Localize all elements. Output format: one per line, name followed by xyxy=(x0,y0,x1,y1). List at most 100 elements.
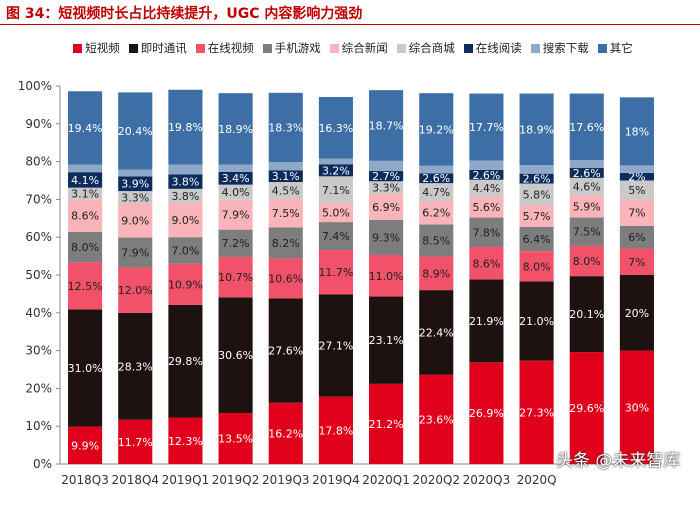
legend-swatch xyxy=(195,43,205,53)
bar-segment xyxy=(318,176,353,204)
bar-segment xyxy=(268,298,303,403)
data-label: 16.2% xyxy=(268,427,303,440)
data-label: 20.4% xyxy=(118,125,153,138)
bar-segment xyxy=(268,402,303,464)
bar-segment xyxy=(118,169,153,177)
bar-segment xyxy=(569,352,604,464)
legend-item: 其它 xyxy=(597,40,633,56)
bar-segment xyxy=(318,294,353,397)
bar-segment xyxy=(419,290,454,375)
data-label: 19.4% xyxy=(68,122,103,135)
bar-segment xyxy=(569,276,604,353)
data-label: 8.9% xyxy=(422,267,450,280)
data-label: 4.7% xyxy=(422,186,450,199)
x-tick-label: 2020Q1 xyxy=(362,473,410,487)
bar-segment xyxy=(369,219,404,255)
data-label: 2.6% xyxy=(573,167,601,180)
data-label: 18% xyxy=(625,125,649,138)
bar-segment xyxy=(118,176,153,192)
bar-segment xyxy=(619,180,654,200)
bar-segment xyxy=(619,165,654,173)
bar-segment xyxy=(168,188,203,204)
bar-segment xyxy=(318,158,353,165)
data-label: 3.8% xyxy=(171,190,199,203)
data-label: 22.4% xyxy=(419,326,454,339)
bar-segment xyxy=(369,181,404,194)
y-tick-label: 100% xyxy=(18,79,52,93)
bar-segment xyxy=(118,203,153,238)
bar-segment xyxy=(469,247,504,280)
data-label: 11.0% xyxy=(369,270,404,283)
bar-segment xyxy=(419,173,454,184)
bar-segment xyxy=(519,281,554,361)
data-label: 11.7% xyxy=(118,436,153,449)
legend-swatch xyxy=(463,43,473,53)
legend-swatch xyxy=(73,43,83,53)
y-tick-label: 40% xyxy=(25,306,52,320)
x-tick-label: 2019Q2 xyxy=(212,473,260,487)
data-label: 7.1% xyxy=(322,184,350,197)
bar-segment xyxy=(469,362,504,464)
bar-segment xyxy=(369,193,404,220)
data-label: 13.5% xyxy=(218,432,253,445)
data-label: 10.6% xyxy=(268,272,303,285)
data-label: 18.7% xyxy=(369,120,404,133)
data-label: 31.0% xyxy=(68,362,103,375)
data-label: 5.9% xyxy=(573,200,601,213)
bar-segment xyxy=(369,296,404,384)
data-label: 2% xyxy=(628,171,645,184)
data-label: 21.0% xyxy=(519,315,554,328)
data-label: 7.8% xyxy=(472,226,500,239)
data-label: 2.7% xyxy=(372,170,400,183)
data-label: 3.2% xyxy=(322,164,350,177)
bar-segment xyxy=(619,199,654,226)
bar-segment xyxy=(318,164,353,177)
y-tick-label: 20% xyxy=(25,381,52,395)
bar-segment xyxy=(118,267,153,313)
bar-segment xyxy=(268,170,303,183)
y-tick-label: 90% xyxy=(25,117,52,131)
data-label: 3.4% xyxy=(222,172,250,185)
data-label: 7.2% xyxy=(222,237,250,250)
bar-segment xyxy=(569,217,604,246)
data-label: 7.5% xyxy=(573,226,601,239)
bar-segment xyxy=(569,93,604,161)
data-label: 9.3% xyxy=(372,231,400,244)
y-tick-label: 70% xyxy=(25,192,52,206)
data-label: 9.0% xyxy=(121,215,149,228)
data-label: 18.3% xyxy=(268,121,303,134)
data-label: 19.8% xyxy=(168,121,203,134)
data-label: 7.9% xyxy=(121,247,149,260)
bar-segment xyxy=(168,174,203,189)
bar-segment xyxy=(469,217,504,248)
bar-segment xyxy=(569,245,604,277)
data-label: 21.2% xyxy=(369,418,404,431)
bar-segment xyxy=(519,183,554,206)
bar-segment xyxy=(619,225,654,249)
legend-label: 手机游戏 xyxy=(274,41,321,55)
bar-segment xyxy=(369,254,404,297)
data-label: 5.6% xyxy=(472,201,500,214)
bar-segment xyxy=(469,279,504,363)
bar-segment xyxy=(519,165,554,174)
data-label: 17.8% xyxy=(318,424,353,437)
legend-item: 综合新闻 xyxy=(329,40,388,56)
data-label: 6% xyxy=(628,231,645,244)
y-tick-label: 0% xyxy=(33,457,52,471)
legend-item: 即时通讯 xyxy=(128,40,187,56)
data-label: 19.2% xyxy=(419,123,454,136)
data-label: 8.2% xyxy=(272,237,300,250)
data-label: 8.0% xyxy=(573,255,601,268)
data-label: 4.1% xyxy=(71,174,99,187)
bar-segment xyxy=(168,304,203,418)
data-label: 3.3% xyxy=(121,191,149,204)
bar-segment xyxy=(519,93,554,166)
bar-segment xyxy=(68,91,103,165)
legend-label: 短视频 xyxy=(85,41,120,55)
bar-segment xyxy=(369,383,404,464)
data-label: 27.3% xyxy=(519,406,554,419)
data-label: 4.4% xyxy=(472,182,500,195)
bar-segment xyxy=(268,161,303,171)
legend-label: 综合商城 xyxy=(408,41,455,55)
data-label: 6.4% xyxy=(523,233,551,246)
